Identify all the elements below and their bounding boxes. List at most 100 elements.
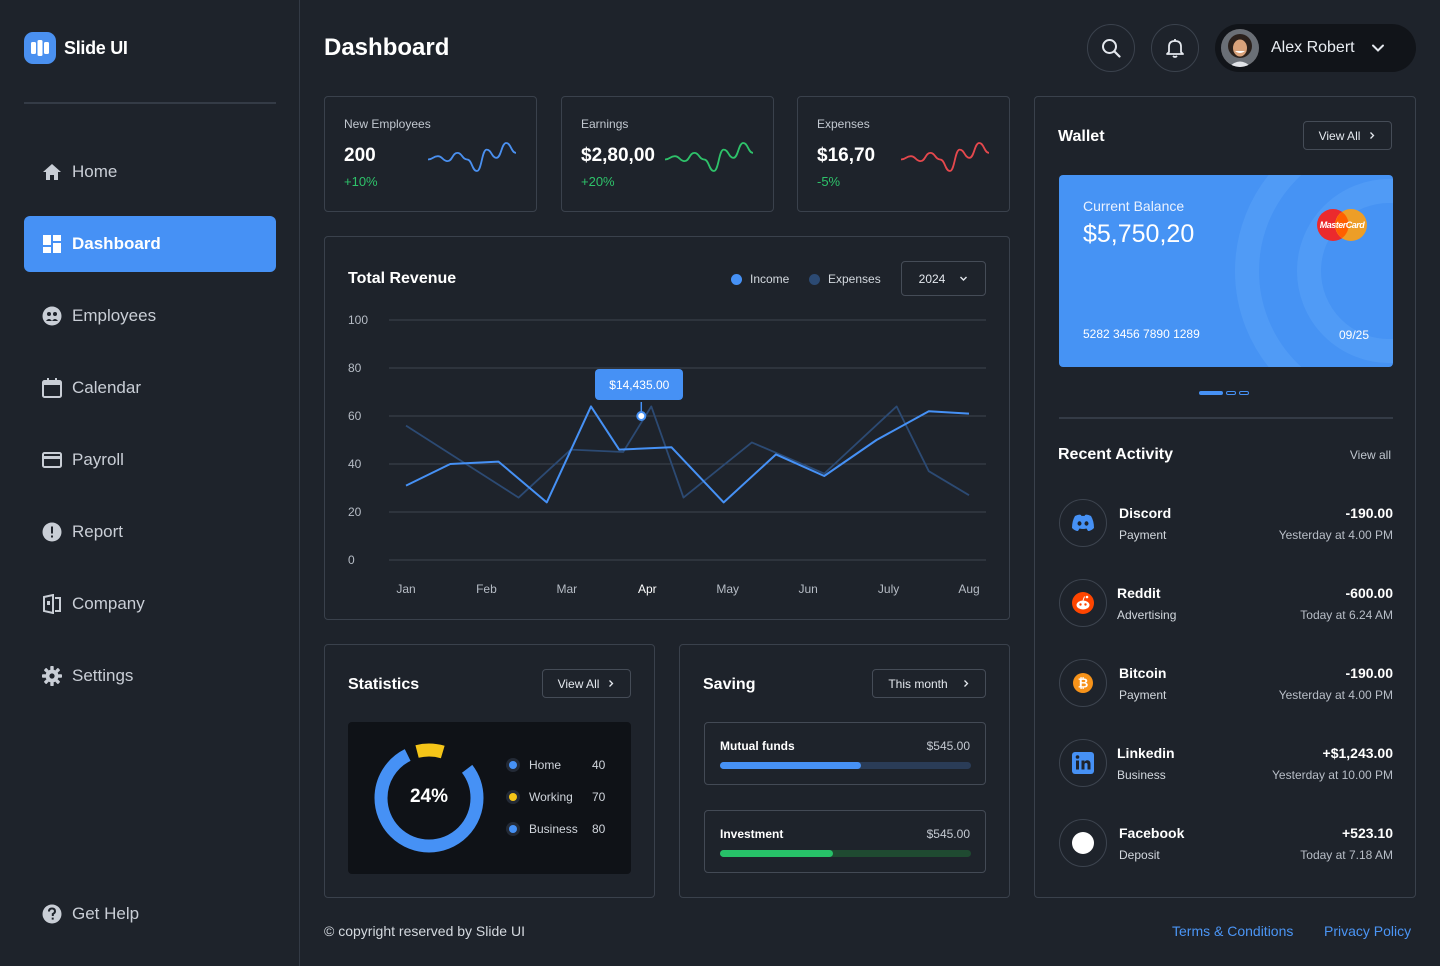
legend-label: Business — [529, 822, 578, 836]
privacy-link[interactable]: Privacy Policy — [1324, 923, 1412, 939]
sparkline-path — [427, 142, 517, 172]
sparkline-path — [664, 142, 754, 172]
avatar — [1221, 29, 1259, 67]
kpi-change: +10% — [344, 174, 378, 189]
wallet-view-all-label: View All — [1318, 128, 1361, 143]
legend-label: Home — [529, 758, 562, 772]
sidebar-item-home[interactable]: Home — [24, 144, 276, 200]
activity-type: Advertising — [1117, 608, 1177, 622]
activity-amount: -190.00 — [1345, 505, 1393, 521]
statistics-donut — [374, 743, 484, 853]
activity-view-all-link[interactable]: View all — [1349, 448, 1391, 462]
company-icon — [41, 594, 62, 615]
activity-item-bitcoin[interactable]: ₿ Bitcoin Payment -190.00 Yesterday at 4… — [1059, 659, 1393, 709]
chevron-right-icon — [609, 680, 614, 687]
activity-item-discord[interactable]: Discord Payment -190.00 Yesterday at 4.0… — [1059, 499, 1393, 549]
employees-icon — [41, 306, 62, 327]
activity-name: Linkedin — [1117, 745, 1175, 761]
legend-income-dot — [731, 273, 742, 285]
statistics-legend-working: Working 70 — [506, 790, 605, 804]
saving-period-select[interactable]: This month — [872, 669, 986, 698]
activity-time: Yesterday at 10.00 PM — [1272, 768, 1393, 782]
x-tick-label: Mar — [557, 582, 578, 596]
discord-icon — [1059, 499, 1107, 547]
legend-expenses: Expenses — [809, 272, 881, 286]
activity-time: Today at 7.18 AM — [1300, 848, 1393, 862]
card-expiry: 09/25 — [1338, 328, 1369, 342]
activity-type: Business — [1117, 768, 1166, 782]
sidebar-item-label: Settings — [72, 666, 134, 685]
series-line-income — [405, 405, 970, 504]
sidebar-item-label: Home — [72, 162, 118, 181]
brand[interactable]: Slide UI — [24, 32, 128, 64]
activity-amount: +523.10 — [1342, 825, 1393, 841]
legend-dot — [506, 822, 520, 836]
carousel-dots[interactable] — [1199, 391, 1249, 395]
kpi-value: $16,70 — [817, 145, 876, 166]
year-select-value: 2024 — [918, 271, 946, 286]
chevron-right-icon — [1370, 132, 1375, 139]
search-button[interactable] — [1087, 24, 1135, 72]
revenue-card: Total Revenue Income Expenses 2024 0 20 40… — [324, 236, 1010, 620]
activity-item-facebook[interactable]: Facebook Deposit +523.10 Today at 7.18 A… — [1059, 819, 1393, 869]
x-tick-label: Apr — [638, 582, 657, 596]
saving-amount: $545.00 — [926, 827, 970, 841]
revenue-tooltip: $14,435.00 — [595, 369, 684, 400]
activity-type: Payment — [1119, 688, 1167, 702]
sidebar-item-payroll[interactable]: Payroll — [24, 432, 276, 488]
x-tick-label: Jan — [396, 582, 415, 596]
main-content: Dashboard Alex Robert New Employees 200 … — [300, 0, 1440, 966]
facebook-icon — [1059, 819, 1107, 867]
saving-title: Saving — [703, 676, 756, 693]
x-tick-label: May — [716, 582, 739, 596]
user-name: Alex Robert — [1271, 39, 1355, 56]
home-icon — [41, 162, 62, 183]
bitcoin-icon: ₿ — [1059, 659, 1107, 707]
brand-divider — [24, 102, 276, 104]
activity-amount: -190.00 — [1345, 665, 1393, 681]
progress-track — [720, 762, 971, 769]
carousel-dot[interactable] — [1239, 391, 1249, 395]
year-select[interactable]: 2024 — [901, 261, 986, 296]
carousel-dot-active[interactable] — [1199, 391, 1223, 395]
y-tick-label: 60 — [348, 409, 362, 423]
linkedin-icon — [1059, 739, 1107, 787]
card-pattern-icon — [1235, 175, 1393, 367]
sidebar-item-calendar[interactable]: Calendar — [24, 360, 276, 416]
legend-dot — [506, 790, 520, 804]
chevron-right-icon — [963, 680, 969, 687]
sidebar-item-settings[interactable]: Settings — [24, 648, 276, 704]
terms-link[interactable]: Terms & Conditions — [1172, 923, 1294, 939]
sidebar-item-dashboard[interactable]: Dashboard — [24, 216, 276, 272]
balance-label: Current Balance — [1083, 198, 1185, 214]
activity-type: Deposit — [1119, 848, 1160, 862]
sidebar-item-report[interactable]: Report — [24, 504, 276, 560]
kpi-sparkline — [427, 142, 517, 172]
kpi-change: -5% — [817, 174, 841, 189]
sidebar-item-label: Payroll — [72, 450, 124, 469]
activity-item-linkedin[interactable]: Linkedin Business +$1,243.00 Yesterday a… — [1059, 739, 1393, 789]
statistics-view-all-button[interactable]: View All — [542, 669, 631, 698]
activity-name: Facebook — [1119, 825, 1185, 841]
sidebar-item-employees[interactable]: Employees — [24, 288, 276, 344]
wallet-view-all-button[interactable]: View All — [1303, 121, 1392, 150]
sidebar-item-label: Report — [72, 522, 124, 541]
legend-expenses-label: Expenses — [828, 272, 881, 286]
kpi-value: $2,80,00 — [581, 145, 655, 166]
sidebar-item-get-help[interactable]: Get Help — [24, 886, 276, 942]
credit-card[interactable]: Current Balance $5,750,20 MasterCard 528… — [1059, 175, 1393, 367]
legend-dot — [506, 758, 520, 772]
carousel-dot[interactable] — [1226, 391, 1236, 395]
donut-segment-working — [374, 743, 484, 853]
saving-card: Saving This month Mutual funds $545.00 I… — [679, 644, 1010, 898]
saving-period-label: This month — [888, 676, 948, 691]
sidebar-item-company[interactable]: Company — [24, 576, 276, 632]
activity-item-reddit[interactable]: Reddit Advertising -600.00 Today at 6.24… — [1059, 579, 1393, 629]
notifications-button[interactable] — [1151, 24, 1199, 72]
user-menu[interactable]: Alex Robert — [1215, 24, 1416, 72]
progress-fill — [720, 850, 833, 857]
saving-amount: $545.00 — [926, 739, 970, 753]
card-number: 5282 3456 7890 1289 — [1083, 327, 1200, 341]
settings-icon — [41, 666, 62, 687]
x-tick-label: Jun — [798, 582, 817, 596]
